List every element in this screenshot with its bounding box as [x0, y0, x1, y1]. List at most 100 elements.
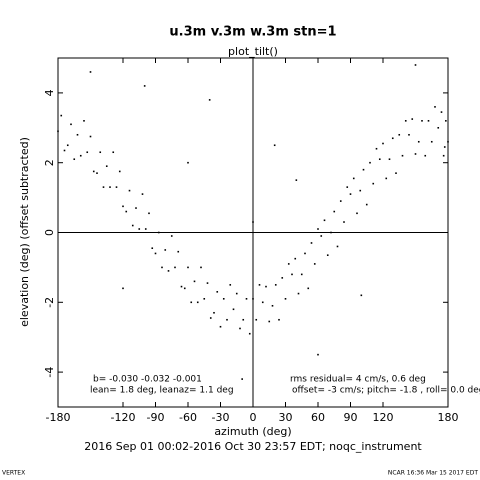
point	[115, 186, 118, 188]
x-tick-label: -180	[46, 411, 71, 424]
x-tick-label: -120	[111, 411, 136, 424]
point	[320, 235, 323, 237]
point	[359, 189, 362, 192]
point	[369, 161, 371, 164]
point	[86, 151, 89, 154]
point	[375, 147, 378, 150]
point	[183, 287, 186, 290]
point	[360, 294, 363, 297]
point	[180, 285, 183, 288]
point	[92, 170, 95, 173]
point	[216, 291, 219, 293]
point	[174, 266, 176, 269]
point	[378, 158, 381, 161]
point	[352, 177, 355, 180]
point	[362, 168, 365, 171]
point	[411, 118, 414, 120]
point	[209, 317, 212, 319]
annotation: rms residual= 4 cm/s, 0.6 deg	[290, 375, 426, 385]
point	[89, 71, 92, 73]
point	[222, 298, 225, 300]
point	[190, 301, 193, 304]
x-tick-label: 120	[373, 411, 394, 424]
point	[336, 245, 339, 248]
point	[143, 85, 146, 87]
point	[135, 207, 137, 209]
point	[401, 154, 404, 157]
point	[219, 325, 222, 328]
point	[365, 203, 368, 206]
x-tick-label: 180	[438, 411, 459, 424]
point	[440, 111, 443, 113]
point	[421, 120, 423, 122]
point	[284, 298, 287, 300]
x-tick-label: 90	[344, 411, 358, 424]
point	[232, 308, 235, 311]
point	[391, 137, 394, 140]
point	[414, 64, 417, 66]
point	[317, 228, 319, 230]
point	[245, 298, 248, 300]
point	[226, 318, 228, 321]
point	[414, 153, 417, 155]
x-tick-label: 30	[279, 411, 293, 424]
point	[122, 205, 124, 208]
point	[273, 144, 276, 147]
point	[79, 154, 82, 157]
point	[356, 212, 358, 215]
point	[307, 287, 310, 290]
point	[151, 247, 154, 250]
point	[346, 186, 349, 188]
y-tick-label: 0	[43, 229, 56, 236]
point	[442, 154, 445, 157]
point	[447, 140, 449, 143]
point	[66, 144, 69, 147]
point	[73, 158, 76, 161]
point	[96, 172, 98, 174]
point	[118, 170, 121, 173]
point	[102, 186, 105, 188]
point	[164, 249, 167, 251]
point	[154, 252, 157, 255]
point	[239, 327, 241, 330]
point	[265, 285, 267, 288]
point	[261, 301, 264, 304]
point	[177, 250, 180, 253]
point	[395, 172, 397, 174]
footer-right: NCAR 16:36 Mar 15 2017 EDT	[388, 470, 478, 477]
point	[326, 254, 329, 256]
y-tick-label: -2	[43, 297, 56, 308]
point	[203, 298, 206, 300]
point	[330, 231, 332, 234]
point	[295, 179, 298, 181]
point	[70, 123, 72, 126]
x-tick-label: 0	[250, 411, 257, 424]
point	[83, 120, 85, 122]
point	[304, 252, 306, 255]
point	[241, 378, 243, 380]
point	[349, 193, 352, 195]
point	[196, 301, 199, 304]
point	[109, 186, 111, 188]
x-tick-label: -30	[212, 411, 230, 424]
point	[434, 106, 436, 108]
point	[213, 311, 215, 314]
x-axis-label: azimuth (deg)	[214, 425, 291, 438]
chart-title: u.3m v.3m w.3m stn=1	[169, 25, 336, 40]
x-tick-label: -90	[147, 411, 165, 424]
point	[255, 318, 258, 321]
point	[287, 263, 290, 265]
point	[63, 149, 66, 152]
point	[112, 151, 115, 154]
chart-subtitle: plot_tilt()	[228, 45, 278, 58]
point	[208, 99, 211, 101]
point	[443, 146, 446, 148]
point	[89, 135, 92, 138]
point	[430, 140, 433, 143]
point	[161, 266, 163, 269]
point	[141, 193, 144, 195]
point	[229, 284, 232, 286]
y-axis-label: elevation (deg) (offset subtracted)	[18, 137, 31, 327]
point	[310, 242, 313, 244]
point	[252, 298, 254, 300]
